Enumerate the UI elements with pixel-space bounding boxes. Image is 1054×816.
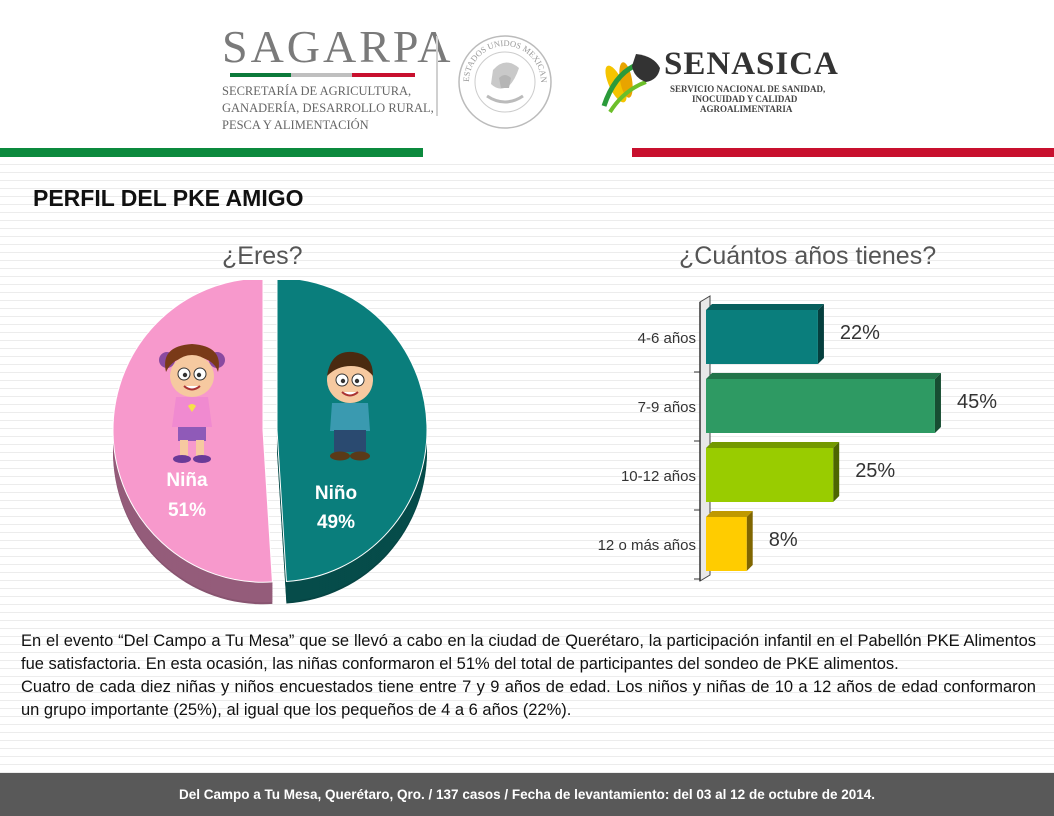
- pie-label-nina: Niña: [166, 470, 208, 491]
- boy-character-icon: [327, 351, 373, 461]
- senasica-line-2: INOCUIDAD Y CALIDAD: [692, 94, 798, 104]
- bar-category-label: 10-12 años: [621, 468, 696, 485]
- page-title: PERFIL DEL PKE AMIGO: [33, 185, 304, 211]
- mexico-seal-icon: ESTADOS UNIDOS MEXICANOS: [455, 30, 552, 129]
- bar-10-12-años: [706, 442, 840, 502]
- bar-chart-question: ¿Cuántos años tienes?: [679, 242, 937, 270]
- senasica-emblem-icon: [601, 54, 660, 114]
- bar-value-label: 25%: [855, 460, 895, 482]
- header-divider: [436, 36, 438, 116]
- bar-value-label: 8%: [769, 529, 798, 551]
- girl-character-icon: [159, 344, 225, 463]
- senasica-logo: SENASICA SERVICIO NACIONAL DE SANIDAD, I…: [596, 42, 846, 122]
- pie-value-nino: 49%: [317, 512, 355, 533]
- description-paragraph-2: Cuatro de cada diez niñas y niños encues…: [21, 678, 1036, 719]
- bar-category-label: 4-6 años: [638, 330, 696, 347]
- bar-category-label: 7-9 años: [638, 399, 696, 416]
- sagarpa-color-bar: [230, 73, 415, 77]
- description-paragraph-1: En el evento “Del Campo a Tu Mesa” que s…: [21, 632, 1036, 673]
- bar-7-9-años: [706, 373, 941, 433]
- pie-value-nina: 51%: [168, 500, 206, 521]
- bar-4-6-años: [706, 304, 824, 364]
- sagarpa-line-1: SECRETARÍA DE AGRICULTURA,: [222, 84, 412, 98]
- senasica-wordmark: SENASICA: [664, 46, 839, 82]
- bar-category-label: 12 o más años: [598, 537, 696, 554]
- bar-value-label: 22%: [840, 322, 880, 344]
- bar-12-o-más-años: [706, 511, 753, 571]
- footer-bar: Del Campo a Tu Mesa, Querétaro, Qro. / 1…: [0, 773, 1054, 816]
- sagarpa-wordmark: SAGARPA: [222, 21, 454, 72]
- header-green-bar: [0, 148, 423, 157]
- header: SAGARPA SECRETARÍA DE AGRICULTURA, GANAD…: [0, 0, 1054, 157]
- sagarpa-logo: SAGARPA SECRETARÍA DE AGRICULTURA, GANAD…: [222, 21, 454, 134]
- senasica-line-1: SERVICIO NACIONAL DE SANIDAD,: [670, 84, 826, 94]
- pie-label-nino: Niño: [315, 483, 357, 504]
- description: En el evento “Del Campo a Tu Mesa” que s…: [21, 630, 1036, 722]
- pie-chart-question: ¿Eres?: [222, 242, 303, 270]
- bar-value-label: 45%: [957, 391, 997, 413]
- sagarpa-line-2: GANADERÍA, DESARROLLO RURAL,: [222, 101, 434, 115]
- sagarpa-line-3: PESCA Y ALIMENTACIÓN: [222, 118, 369, 132]
- header-red-bar: [632, 148, 1054, 157]
- gender-pie-chart: Niña 51% Niño 49%: [112, 280, 428, 605]
- senasica-line-3: AGROALIMENTARIA: [700, 104, 793, 114]
- footer-text: Del Campo a Tu Mesa, Querétaro, Qro. / 1…: [178, 787, 875, 802]
